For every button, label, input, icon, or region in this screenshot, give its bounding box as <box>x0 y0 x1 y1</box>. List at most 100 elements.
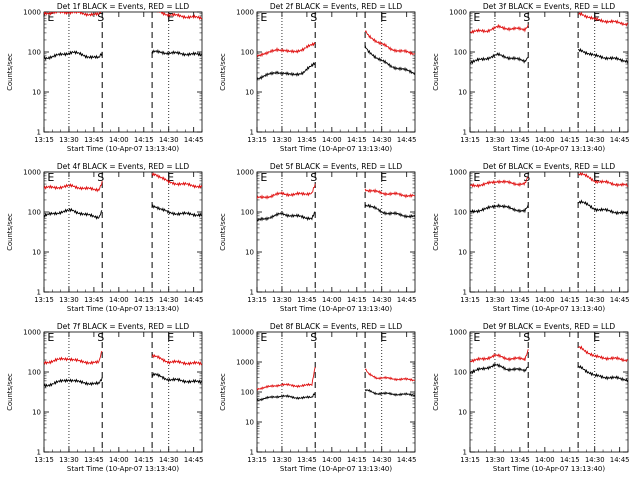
y-tick-label: 1 <box>250 129 254 137</box>
x-tick-label: 14:15 <box>347 136 367 144</box>
region-label: S <box>310 11 317 24</box>
x-tick-label: 14:00 <box>109 136 129 144</box>
x-axis-label: Start Time (10-Apr-07 13:13:40) <box>493 465 605 473</box>
x-tick-label: 13:15 <box>460 456 480 464</box>
chart-svg: Det 4f BLACK = Events, RED = LLD 1 10 100 10… <box>6 162 204 313</box>
y-tick-label: 1000 <box>236 169 254 177</box>
region-label: S <box>523 331 530 344</box>
chart-title: Det 9f BLACK = Events, RED = LLD <box>483 322 616 331</box>
chart-title: Det 5f BLACK = Events, RED = LLD <box>270 162 403 171</box>
x-tick-label: 13:15 <box>460 136 480 144</box>
x-tick-label: 14:45 <box>184 296 204 304</box>
x-tick-label: 14:30 <box>159 296 179 304</box>
region-label: S <box>97 331 104 344</box>
plot-frame <box>469 171 629 293</box>
region-label: E <box>167 331 174 344</box>
region-label: E <box>167 11 174 24</box>
x-tick-label: 14:00 <box>109 456 129 464</box>
x-tick-label: 14:45 <box>397 296 417 304</box>
x-tick-label: 14:00 <box>109 296 129 304</box>
x-tick-label: 13:15 <box>34 136 54 144</box>
x-tick-label: 14:30 <box>372 296 392 304</box>
region-label: E <box>473 11 480 24</box>
events-series-line <box>364 45 415 76</box>
y-axis-label: Counts/sec <box>432 213 440 251</box>
events-series-line <box>151 204 202 218</box>
x-tick-label: 14:30 <box>585 296 605 304</box>
region-label: S <box>523 171 530 184</box>
lld-series-line <box>578 172 628 188</box>
x-tick-label: 14:15 <box>134 296 154 304</box>
region-label: E <box>167 171 174 184</box>
region-label: E <box>47 11 54 24</box>
plot-frame <box>469 11 629 133</box>
x-tick-label: 14:30 <box>372 456 392 464</box>
y-tick-label: 1000 <box>23 169 41 177</box>
x-axis-label: Start Time (10-Apr-07 13:13:40) <box>280 305 392 313</box>
events-series-line <box>577 364 628 383</box>
x-axis-label: Start Time (10-Apr-07 13:13:40) <box>280 145 392 153</box>
y-axis-label: Counts/sec <box>6 53 14 91</box>
y-tick-label: 10 <box>245 89 254 97</box>
y-tick-label: 100 <box>28 209 41 217</box>
x-tick-label: 14:45 <box>610 296 630 304</box>
x-tick-label: 14:30 <box>159 136 179 144</box>
x-tick-label: 14:00 <box>535 136 555 144</box>
x-tick-label: 14:00 <box>322 136 342 144</box>
y-tick-label: 1 <box>37 129 41 137</box>
x-tick-label: 13:30 <box>59 296 79 304</box>
x-tick-label: 14:45 <box>397 456 417 464</box>
detector-panel-4: Det 4f BLACK = Events, RED = LLD 1 10 100 10… <box>0 160 214 320</box>
x-tick-label: 13:45 <box>510 136 530 144</box>
chart-title: Det 3f BLACK = Events, RED = LLD <box>483 2 616 11</box>
y-axis-label: Counts/sec <box>432 373 440 411</box>
y-tick-label: 1000 <box>23 9 41 17</box>
y-tick-label: 10 <box>458 249 467 257</box>
region-label: E <box>380 331 387 344</box>
region-label: E <box>473 331 480 344</box>
detector-panel-3: Det 3f BLACK = Events, RED = LLD 1 10 100 10… <box>426 0 640 160</box>
region-label: S <box>523 11 530 24</box>
lld-series-line <box>151 172 202 189</box>
events-series-line <box>151 372 202 385</box>
events-series-line <box>364 388 415 397</box>
x-tick-label: 13:45 <box>510 296 530 304</box>
chart-svg: Det 6f BLACK = Events, RED = LLD 1 10 100 10… <box>432 162 630 313</box>
region-label: E <box>473 171 480 184</box>
lld-series-line <box>257 183 316 200</box>
x-tick-label: 14:45 <box>184 456 204 464</box>
detector-panel-6: Det 6f BLACK = Events, RED = LLD 1 10 100 10… <box>426 160 640 320</box>
region-label: S <box>310 331 317 344</box>
events-series-line <box>44 376 103 389</box>
y-tick-label: 1 <box>463 289 467 297</box>
y-tick-label: 100 <box>28 369 41 377</box>
region-label: E <box>260 331 267 344</box>
lld-series-line <box>364 30 415 56</box>
plot-frame <box>256 171 416 293</box>
chart-svg: Det 9f BLACK = Events, RED = LLD 1 10 100 10… <box>432 322 630 473</box>
chart-title: Det 6f BLACK = Events, RED = LLD <box>483 162 616 171</box>
x-tick-label: 13:15 <box>247 296 267 304</box>
region-label: E <box>380 11 387 24</box>
detector-panel-2: Det 2f BLACK = Events, RED = LLD 1 10 100 10… <box>213 0 427 160</box>
x-tick-label: 13:45 <box>84 296 104 304</box>
x-tick-label: 14:45 <box>610 456 630 464</box>
chart-title: Det 1f BLACK = Events, RED = LLD <box>57 2 190 11</box>
y-tick-label: 10 <box>245 419 254 427</box>
region-label: E <box>380 171 387 184</box>
lld-series-line <box>44 350 103 366</box>
y-tick-label: 1 <box>250 289 254 297</box>
x-axis-label: Start Time (10-Apr-07 13:13:40) <box>280 465 392 473</box>
y-tick-label: 10 <box>32 409 41 417</box>
y-tick-label: 1 <box>37 449 41 457</box>
events-series-line <box>257 62 316 81</box>
x-tick-label: 14:00 <box>322 296 342 304</box>
lld-series-line <box>151 353 202 366</box>
region-label: E <box>260 11 267 24</box>
lld-series-line <box>577 345 628 363</box>
x-tick-label: 13:30 <box>485 456 505 464</box>
events-series-line <box>470 362 529 375</box>
events-series-line <box>257 392 316 402</box>
lld-series-line <box>470 349 529 364</box>
x-tick-label: 13:15 <box>34 456 54 464</box>
